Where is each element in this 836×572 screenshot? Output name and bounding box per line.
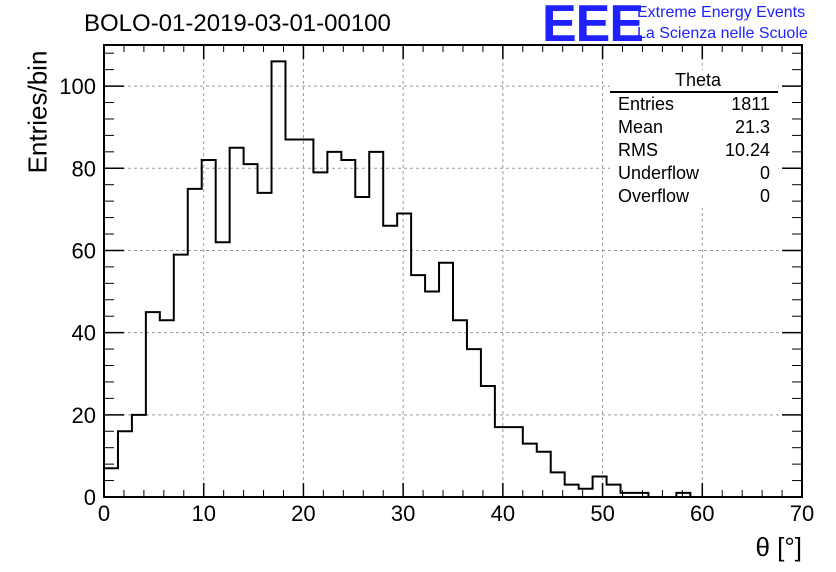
stats-row-mean: Mean 21.3 — [610, 116, 778, 139]
x-tick-label: 30 — [391, 501, 415, 526]
x-tick-label: 60 — [690, 501, 714, 526]
stats-value: 0 — [759, 163, 770, 183]
stats-value: 0 — [759, 186, 770, 206]
x-tick-label: 20 — [291, 501, 315, 526]
eee-logo: EEE — [542, 0, 644, 53]
tick-labels: 0 10 20 30 40 50 60 70 0 20 40 60 80 100 — [59, 74, 814, 526]
y-tick-label: 20 — [72, 403, 96, 428]
stats-label: Overflow — [618, 186, 690, 206]
stats-row-rms: RMS 10.24 — [610, 139, 778, 162]
y-tick-label: 40 — [72, 321, 96, 346]
x-axis-label: θ [°] — [755, 532, 802, 562]
stats-row-overflow: Overflow 0 — [610, 185, 778, 208]
stats-label: RMS — [618, 140, 658, 160]
stats-row-entries: Entries 1811 — [610, 93, 778, 116]
logo-line-2: La Scienza nelle Scuole — [637, 25, 808, 42]
stats-box: Theta Entries 1811 Mean 21.3 RMS 10.24 U… — [610, 70, 778, 208]
x-tick-label: 70 — [790, 501, 814, 526]
stats-label: Mean — [618, 117, 664, 137]
stats-value: 10.24 — [724, 140, 770, 160]
stats-label: Entries — [618, 94, 675, 114]
histogram-series — [103, 60, 802, 498]
stats-label: Underflow — [618, 163, 700, 183]
x-tick-label: 50 — [590, 501, 614, 526]
y-tick-label: 60 — [72, 238, 96, 263]
x-tick-label: 0 — [98, 501, 110, 526]
grid-lines — [104, 45, 802, 497]
y-axis-label: Entries/bin — [22, 50, 53, 174]
stats-title: Theta — [610, 70, 778, 93]
x-tick-label: 10 — [191, 501, 215, 526]
stats-row-underflow: Underflow 0 — [610, 162, 778, 185]
stats-value: 1811 — [731, 94, 770, 114]
chart-title: BOLO-01-2019-03-01-00100 — [84, 10, 391, 37]
stats-value: 21.3 — [734, 117, 770, 137]
x-tick-label: 40 — [491, 501, 515, 526]
logo-line-1: Extreme Energy Events — [637, 4, 806, 21]
y-tick-label: 0 — [84, 485, 96, 510]
y-tick-label: 80 — [72, 156, 96, 181]
plot-frame — [103, 44, 803, 498]
y-tick-label: 100 — [59, 74, 96, 99]
